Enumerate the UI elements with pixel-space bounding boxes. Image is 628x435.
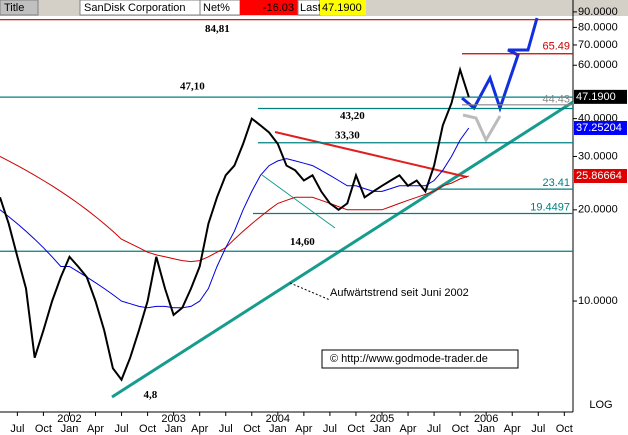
header-name: SanDisk Corporation (84, 2, 186, 14)
x-tick-label: Jan (477, 423, 495, 435)
header-cell (240, 0, 298, 15)
projection-arrow (461, 17, 539, 113)
y-tick-label: 10.0000 (578, 295, 618, 307)
y-tick-label: 60.0000 (578, 59, 618, 71)
x-tick-label: Jan (269, 423, 287, 435)
level-label: 43,20 (340, 110, 365, 122)
last-value-label: 47.1900 (576, 91, 616, 103)
level-label: 47,10 (180, 81, 205, 93)
header-net: -16.03 (263, 2, 294, 14)
last-value-label: 25.86664 (576, 170, 622, 182)
x-tick-label: Apr (295, 423, 312, 435)
x-year-label: 2003 (161, 413, 185, 425)
header-net-label: Net% (203, 2, 230, 14)
annotation-pointer (289, 282, 331, 301)
x-tick-label: Jan (165, 423, 183, 435)
x-tick-label: Jul (115, 423, 129, 435)
y-tick-label: 90.0000 (578, 6, 618, 18)
last-value-box (574, 89, 627, 104)
level-label: 23.41 (542, 177, 570, 189)
x-tick-label: Jan (373, 423, 391, 435)
x-tick-label: Apr (504, 423, 521, 435)
x-tick-label: Jul (10, 423, 24, 435)
x-year-label: 2006 (474, 413, 498, 425)
x-tick-label: Apr (191, 423, 208, 435)
source-box (321, 349, 519, 369)
scale-label: LOG (589, 399, 612, 411)
y-tick-label: 80.0000 (578, 21, 618, 33)
x-tick-label: Oct (35, 423, 52, 435)
x-tick-label: Apr (399, 423, 416, 435)
downtrend-line (274, 131, 468, 178)
x-tick-label: Oct (452, 423, 469, 435)
x-year-label: 2004 (266, 413, 290, 425)
header-last-label: Last (300, 2, 321, 14)
level-label: 33,30 (335, 129, 360, 141)
header-cell (0, 0, 39, 16)
last-value-label: 37.25204 (576, 122, 622, 134)
y-tick-label: 20.0000 (578, 204, 618, 216)
y-tick-label: 70.0000 (578, 39, 618, 51)
last-value-box (574, 120, 627, 135)
header-last: 47.1900 (322, 2, 362, 14)
x-tick-label: Oct (139, 423, 156, 435)
level-label: 14,60 (290, 236, 315, 248)
x-year-label: 2002 (57, 413, 81, 425)
series-line (0, 127, 470, 309)
level-label: 44.43 (542, 94, 570, 106)
x-tick-label: Oct (243, 423, 260, 435)
x-tick-label: Jul (219, 423, 233, 435)
series-line (0, 66, 470, 382)
x-tick-label: Jul (323, 423, 337, 435)
series-line (0, 156, 469, 263)
last-value-box (574, 168, 627, 183)
header-cell (320, 0, 366, 15)
x-tick-label: Apr (87, 423, 104, 435)
source: © http://www.godmode-trader.de (330, 353, 488, 365)
y-tick-label: 30.0000 (578, 150, 618, 162)
support-line (261, 174, 336, 229)
x-tick-label: Jul (531, 423, 545, 435)
header-title: Title (4, 2, 24, 14)
low-label: 4,8 (144, 389, 158, 401)
x-tick-label: Oct (347, 423, 364, 435)
x-tick-label: Jul (427, 423, 441, 435)
annotation: Aufwärtstrend seit Juni 2002 (330, 287, 469, 299)
level-label: 65.49 (542, 41, 570, 53)
uptrend-line (111, 100, 574, 399)
projection-arrow-gray (462, 113, 502, 144)
x-tick-label: Jan (61, 423, 79, 435)
level-label: 19.4497 (530, 201, 570, 213)
x-tick-label: Oct (556, 423, 573, 435)
level-label: 84,81 (205, 23, 230, 35)
x-year-label: 2005 (370, 413, 394, 425)
